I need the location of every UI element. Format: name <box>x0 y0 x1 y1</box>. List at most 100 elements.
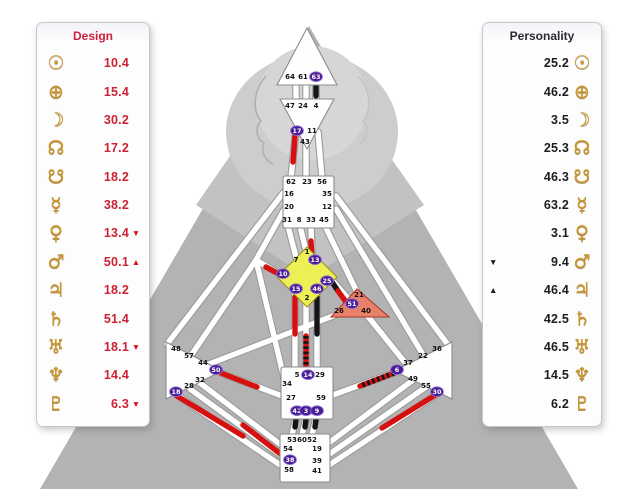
design-panel-title: Design <box>37 23 149 47</box>
gate-15: 15 <box>292 285 301 293</box>
north-node-icon: ☊ <box>573 137 591 160</box>
channel <box>285 223 299 260</box>
planet-value: 38.2 <box>103 198 129 213</box>
sun-icon: ☉ <box>47 52 65 75</box>
neptune-icon: ♆ <box>573 364 591 387</box>
gate-35: 35 <box>322 190 332 198</box>
gate-57: 57 <box>184 352 194 360</box>
activated-gate-circle-9 <box>310 405 324 417</box>
activated-gate-circle-13 <box>308 254 322 266</box>
gate-62: 62 <box>286 178 296 186</box>
gate-14: 14 <box>304 371 313 379</box>
gate-13: 13 <box>311 256 320 264</box>
activated-gate-circle-15 <box>289 283 303 295</box>
planet-row-sun: 25.2 ☉ <box>489 50 595 77</box>
gate-32: 32 <box>195 376 205 384</box>
planet-value: 10.4 <box>103 56 129 71</box>
planet-row-mercury: ☿ 38.2 <box>43 192 143 219</box>
heart-center <box>329 288 391 318</box>
planet-value: 14.5 <box>543 368 569 383</box>
jupiter-icon: ♃ <box>573 279 591 302</box>
gate-21: 21 <box>354 291 364 299</box>
planet-row-mercury: 63.2 ☿ <box>489 192 595 219</box>
gate-56: 56 <box>317 178 327 186</box>
planet-row-venus: ♀ 13.4 ▼ <box>43 220 143 247</box>
gate-41: 41 <box>312 467 322 475</box>
gate-1: 1 <box>305 248 310 256</box>
gate-50: 50 <box>212 366 221 374</box>
gate-47: 47 <box>285 102 295 110</box>
gate-12: 12 <box>322 203 332 211</box>
saturn-icon: ♄ <box>47 307 65 330</box>
planet-row-neptune: 14.5 ♆ <box>489 362 595 389</box>
gate-27: 27 <box>286 394 296 402</box>
gate-55: 55 <box>421 382 431 390</box>
ajna-center <box>279 98 335 151</box>
planet-value: 6.2 <box>551 396 569 411</box>
retrograde-up-icon: ▲ <box>131 256 141 267</box>
gate-60: 60 <box>297 436 307 444</box>
planet-row-north-node: ☊ 17.2 <box>43 135 143 162</box>
channel <box>253 207 287 263</box>
uranus-icon: ♅ <box>573 335 591 358</box>
gate-4: 4 <box>314 102 319 110</box>
gate-2: 2 <box>305 294 310 302</box>
planet-row-pluto: 6.2 ♇ <box>489 390 595 417</box>
gate-64: 64 <box>285 73 295 81</box>
planet-row-south-node: ☋ 18.2 <box>43 163 143 190</box>
planet-value: 18.2 <box>103 283 129 298</box>
activated-gate-circle-17 <box>290 125 304 137</box>
personality-panel: Personality 25.2 ☉ 46.2 ⊕ 3.5 ☽ 25.3 ☊ 46.3 ☋ 63.2… <box>482 22 602 427</box>
gate-59: 59 <box>316 394 326 402</box>
retrograde-up-icon: ▲ <box>489 285 498 296</box>
moon-icon: ☽ <box>573 108 591 131</box>
gate-24: 24 <box>298 102 308 110</box>
gate-23: 23 <box>302 178 312 186</box>
planet-value: 46.5 <box>543 339 569 354</box>
planet-row-north-node: 25.3 ☊ <box>489 135 595 162</box>
channel-activation-30-41 <box>379 391 440 431</box>
gate-5: 5 <box>295 371 300 379</box>
channel-activation-25-51-red <box>335 288 349 305</box>
uranus-icon: ♅ <box>47 335 65 358</box>
gate-30: 30 <box>433 388 442 396</box>
planet-value: 14.4 <box>103 368 129 383</box>
retrograde-down-icon: ▼ <box>489 256 498 267</box>
channel <box>363 311 410 368</box>
gate-38: 38 <box>286 456 295 464</box>
planet-row-moon: 3.5 ☽ <box>489 106 595 133</box>
channel-activation-18-58 <box>174 393 246 439</box>
face-profile-left <box>254 75 275 165</box>
planet-row-saturn: ♄ 51.4 <box>43 305 143 332</box>
gate-6: 6 <box>395 366 400 374</box>
personality-planet-rows: 25.2 ☉ 46.2 ⊕ 3.5 ☽ 25.3 ☊ 46.3 ☋ 63.2 ☿ 3.1 ♀ ▼ 9.4 ♂ ▲ 4… <box>483 47 601 426</box>
gate-45: 45 <box>319 216 329 224</box>
gate-49: 49 <box>408 375 418 383</box>
gate-9: 9 <box>315 407 320 415</box>
planet-row-neptune: ♆ 14.4 <box>43 362 143 389</box>
gate-16: 16 <box>284 190 294 198</box>
venus-icon: ♀ <box>49 222 63 245</box>
gate-28: 28 <box>184 382 194 390</box>
gate-7: 7 <box>294 256 299 264</box>
planet-row-mars: ▼ 9.4 ♂ <box>489 248 595 275</box>
gate-26: 26 <box>334 307 344 315</box>
gate-17: 17 <box>293 127 302 135</box>
planet-value: 51.4 <box>103 311 129 326</box>
activated-gate-circle-50 <box>209 364 223 376</box>
channel <box>333 193 452 349</box>
face-profile-right <box>357 75 370 144</box>
activated-gate-circle-51 <box>345 298 359 310</box>
personality-panel-title: Personality <box>483 23 601 47</box>
planet-value: 3.1 <box>551 226 569 241</box>
planet-row-earth: ⊕ 15.4 <box>43 78 143 105</box>
channel-activation-17-62 <box>290 133 298 165</box>
channel <box>322 223 360 295</box>
gate-31: 31 <box>282 216 292 224</box>
planet-row-uranus: 46.5 ♅ <box>489 333 595 360</box>
planet-value: 46.4 <box>543 283 569 298</box>
channel <box>333 206 428 361</box>
